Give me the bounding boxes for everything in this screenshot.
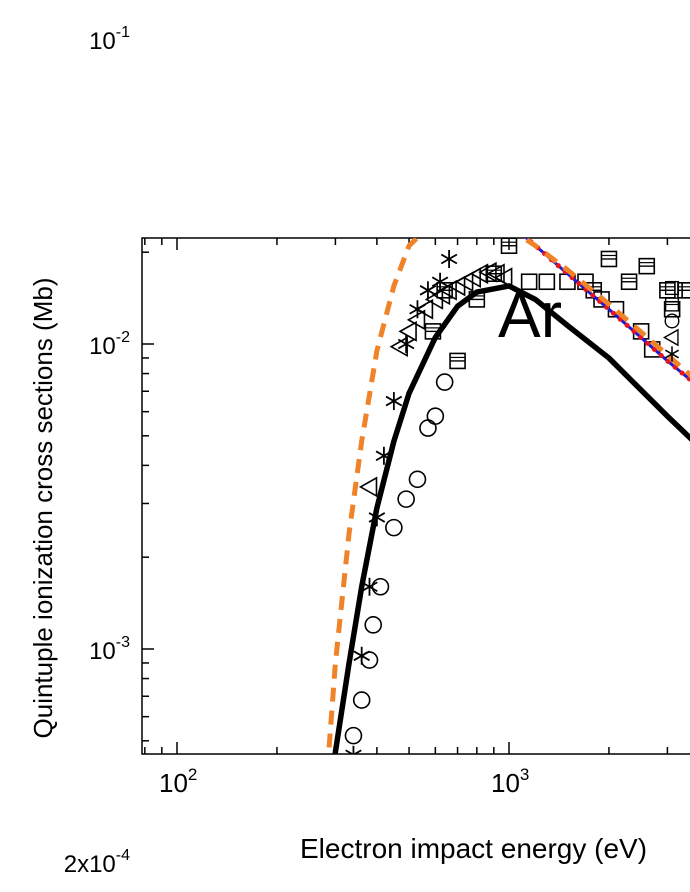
asterisk-marker (419, 281, 437, 300)
asterisk-marker (409, 300, 426, 319)
asterisk-stroke (440, 253, 458, 265)
triangle-marker (478, 261, 497, 283)
plot-frame (141, 237, 690, 755)
asterisk-stroke (345, 749, 354, 754)
triangle-marker (406, 309, 426, 331)
boxed-square-outer (528, 200, 543, 215)
y-tick-label: 10-1 (89, 24, 130, 55)
series-triangle-left (358, 261, 513, 498)
y-tick-label: 10-2 (89, 329, 130, 360)
boxed-square-outer (515, 210, 530, 225)
circle-marker (337, 800, 353, 816)
asterisk-stroke (353, 650, 370, 662)
asterisk-stroke (385, 395, 403, 407)
boxed-square-marker (638, 257, 656, 275)
annotation-ar: Ar (498, 279, 562, 351)
asterisk-marker (385, 392, 403, 411)
boxed-square-marker (600, 250, 618, 268)
plot-area (312, 200, 690, 892)
asterisk-stroke (397, 338, 415, 350)
boxed-square-outer (539, 210, 554, 225)
circle-marker (344, 726, 363, 745)
boxed-square-marker (677, 281, 690, 299)
series-line-red-dotted (522, 238, 690, 383)
circle-marker (371, 577, 390, 596)
circle-marker (435, 373, 454, 391)
asterisk-marker (397, 335, 415, 353)
boxed-square-marker (515, 210, 530, 225)
circle-marker (352, 691, 371, 709)
boxed-square-outer (550, 205, 565, 220)
series-circle (312, 373, 454, 892)
legend (662, 280, 680, 362)
asterisk-marker (431, 272, 449, 291)
legend-entry-asterisk (664, 346, 680, 362)
asterisk-stroke (409, 303, 426, 315)
series-line-black-solid (332, 283, 690, 754)
circle-marker (426, 407, 445, 425)
circle-marker (664, 313, 680, 329)
asterisk-marker (353, 646, 370, 665)
y-tick-label: 2x10-4 (64, 847, 130, 878)
asterisk-stroke (419, 285, 437, 296)
asterisk-marker (345, 745, 362, 754)
asterisk-stroke (431, 276, 449, 288)
circle-marker (419, 419, 437, 437)
circle-marker (385, 518, 403, 537)
series-line-orange-dashed (326, 238, 690, 754)
boxed-square-marker (539, 210, 554, 225)
boxed-square-marker (500, 238, 518, 255)
series-line-blue-solid (524, 238, 690, 382)
y-tick-label: 10-3 (89, 634, 130, 665)
legend-entry-square (664, 280, 680, 296)
y-axis-label: Quintuple ionization cross sections (Mb) (28, 278, 58, 739)
asterisk-marker (664, 346, 680, 362)
asterisk-stroke (664, 349, 680, 359)
circle-marker (397, 490, 415, 508)
triangle-marker (398, 321, 417, 342)
asterisk-marker (440, 249, 458, 268)
boxed-square-marker (550, 205, 565, 220)
x-axis-label: Electron impact energy (eV) (300, 833, 647, 864)
boxed-square-marker (620, 273, 638, 291)
circle-marker (408, 470, 427, 489)
circle-marker (312, 876, 328, 892)
axis-ticks: 102 103 2x10-4 10-3 10-2 10-1 (64, 24, 669, 878)
legend-entry-circle (664, 313, 680, 329)
square-marker (520, 273, 538, 291)
legend-entry-boxed-square (664, 297, 680, 312)
circle-marker (341, 769, 357, 785)
boxed-square-marker (449, 352, 466, 370)
triangle-marker (662, 328, 679, 347)
triangle-marker (493, 267, 513, 289)
asterisk-stroke (361, 581, 378, 593)
boxed-square-marker (664, 297, 680, 312)
triangle-marker (389, 336, 408, 358)
boxed-square-marker (659, 281, 676, 299)
asterisk-stroke (352, 749, 362, 754)
triangle-marker (358, 476, 378, 498)
legend-entry-triangle-left (662, 328, 679, 347)
x-tick-label: 102 (159, 765, 197, 798)
boxed-square-marker (528, 200, 543, 215)
square-marker (664, 280, 680, 296)
x-tick-label: 103 (491, 765, 529, 798)
circle-marker (364, 616, 383, 634)
square-marker (538, 273, 556, 291)
